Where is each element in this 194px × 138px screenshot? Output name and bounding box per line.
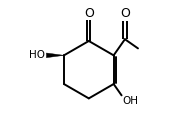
Text: O: O [120, 7, 130, 20]
Text: O: O [84, 7, 94, 20]
Text: HO: HO [29, 50, 45, 60]
Text: OH: OH [122, 96, 138, 106]
Polygon shape [46, 53, 64, 58]
